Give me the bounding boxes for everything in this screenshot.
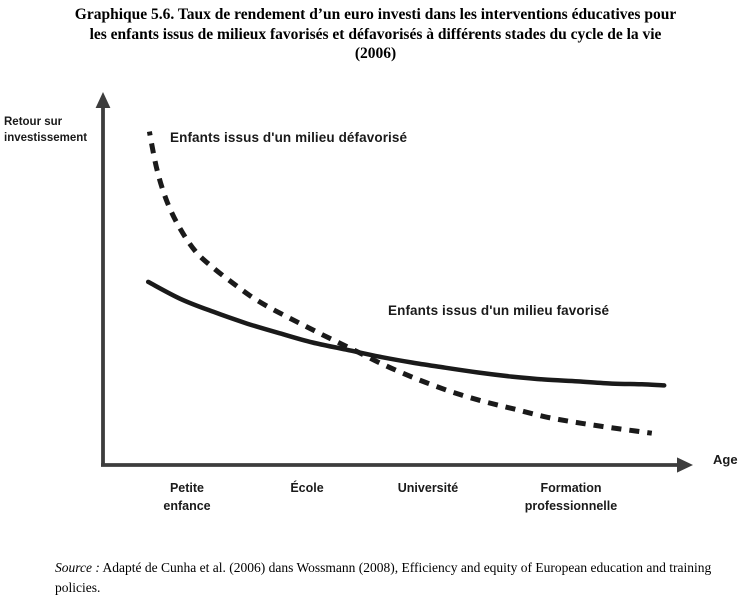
curve-disadvantaged-dashed (146, 131, 653, 436)
x-axis-label: Age (713, 452, 738, 467)
x-axis-arrow-icon (677, 457, 693, 473)
x-category-early-childhood: Petite enfance (163, 481, 211, 513)
chart-title-line-3: (2006) (354, 45, 397, 62)
x-category-university: Université (397, 481, 459, 495)
source-text: Adapté de Cunha et al. (2006) dans Wossm… (55, 560, 712, 595)
source-note: Source : Adapté de Cunha et al. (2006) d… (55, 558, 736, 597)
x-category-school: École (290, 481, 324, 495)
chart-title-line-2: les enfants issus de milieux favorisés e… (89, 25, 662, 43)
curve-advantaged-solid (145, 279, 667, 388)
y-axis-arrow-icon (95, 92, 111, 108)
chart-title-line-1: Graphique 5.6. Taux de rendement d’un eu… (74, 6, 677, 23)
y-axis-label: Retour sur investissement (4, 116, 88, 144)
curve-label-advantaged: Enfants issus d'un milieu favorisé (388, 303, 610, 318)
source-label: Source : (55, 560, 100, 575)
x-category-vocational-training: Formation professionnelle (524, 481, 618, 513)
chart-title: Graphique 5.6. Taux de rendement d’un eu… (0, 5, 751, 64)
curve-label-disadvantaged: Enfants issus d'un milieu défavorisé (170, 130, 408, 145)
